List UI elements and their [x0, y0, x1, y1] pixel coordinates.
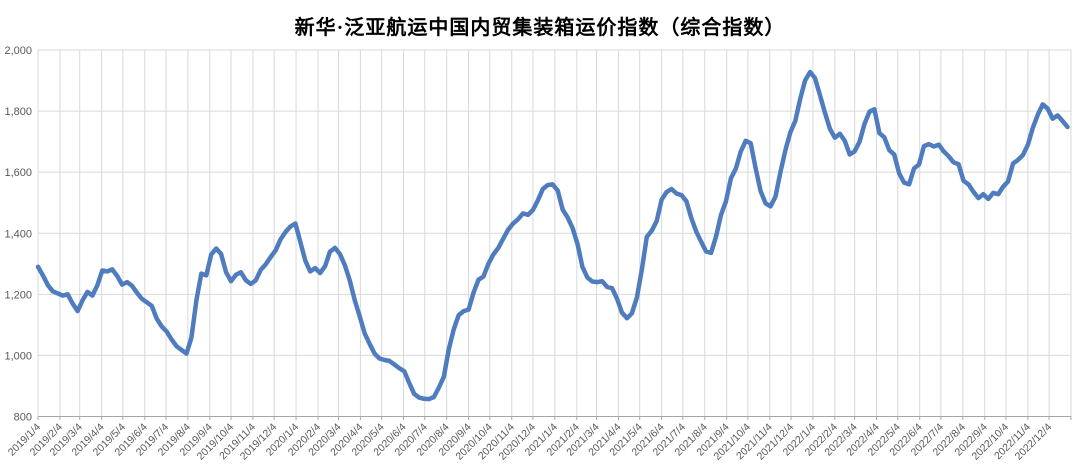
x-axis-labels: 2019/1/42019/2/42019/3/42019/4/42019/5/4…: [6, 421, 1055, 463]
index-series-line: [35, 69, 1070, 402]
chart-gridlines: [37, 49, 1072, 417]
svg-text:1,600: 1,600: [4, 167, 32, 179]
svg-text:1,200: 1,200: [4, 289, 32, 301]
svg-text:2,000: 2,000: [4, 45, 32, 57]
svg-text:800: 800: [14, 412, 32, 424]
svg-text:1,000: 1,000: [4, 350, 32, 362]
y-axis-labels: 800 1,000 1,200 1,400 1,600 1,800 2,000: [4, 45, 32, 424]
chart-axes: [37, 50, 1072, 420]
page-title: 新华·泛亚航运中国内贸集装箱运价指数（综合指数）: [294, 17, 786, 39]
svg-text:1,400: 1,400: [4, 228, 32, 240]
svg-text:1,800: 1,800: [4, 106, 32, 118]
